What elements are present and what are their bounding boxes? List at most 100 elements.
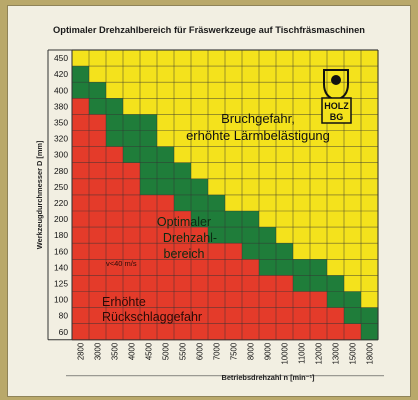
zone-cell: [361, 66, 379, 83]
zone-cell: [208, 162, 226, 180]
zone-cell: [174, 275, 192, 292]
zone-cell: [361, 82, 379, 99]
zone-cell: [208, 307, 226, 324]
x-tick-label: 6000: [196, 342, 205, 360]
zone-cell: [72, 227, 90, 244]
zone-cell: [344, 130, 362, 147]
zone-cell: [310, 211, 328, 228]
zone-cell: [123, 146, 141, 163]
zone-cell: [293, 98, 311, 115]
zone-cell: [242, 66, 260, 83]
zone-cell: [89, 323, 107, 341]
zone-cell: [174, 146, 192, 163]
zone-cell: [293, 146, 311, 163]
zone-cell: [225, 227, 243, 244]
zone-cell: [276, 194, 294, 212]
zone-cell: [106, 323, 124, 341]
zone-cell: [72, 114, 90, 131]
zone-cell: [361, 130, 379, 147]
zone-cell: [208, 243, 226, 260]
zone-cell: [344, 275, 362, 292]
zone-cell: [225, 275, 243, 292]
zone-cell: [225, 307, 243, 324]
x-tick-label: 8000: [247, 342, 256, 360]
zone-cell: [242, 98, 260, 115]
zone-cell: [174, 243, 192, 260]
zone-cell: [106, 162, 124, 180]
zone-cell: [191, 98, 209, 115]
zone-cell: [293, 259, 311, 276]
zone-cell: [259, 275, 277, 292]
x-tick-label: 3000: [94, 342, 103, 360]
zone-cell: [106, 291, 124, 308]
zone-cell: [310, 275, 328, 292]
zone-cell: [310, 291, 328, 308]
zone-label-danger: Bruchgefahr, erhöhte Lärmbelästigung: [186, 111, 330, 143]
logo-emblem-icon: [331, 75, 341, 85]
zone-cell: [293, 178, 311, 196]
zone-cell: [72, 323, 90, 341]
zone-cell: [191, 82, 209, 99]
zone-cell: [344, 259, 362, 276]
logo-box: [321, 97, 352, 124]
zone-cell: [327, 227, 345, 244]
x-tick-label: 11000: [298, 342, 307, 364]
zone-cell: [123, 98, 141, 115]
zone-cell: [344, 323, 362, 341]
zone-cell: [208, 323, 226, 341]
zone-cell: [259, 211, 277, 228]
zone-cell: [327, 82, 345, 99]
zone-cell: [174, 50, 192, 67]
zone-cell: [140, 98, 158, 115]
zone-cell: [72, 307, 90, 324]
zone-cell: [327, 50, 345, 67]
zone-cell: [106, 275, 124, 292]
zone-cell: [123, 162, 141, 180]
zone-cell: [89, 66, 107, 83]
zone-cell: [225, 146, 243, 163]
zone-cell: [174, 178, 192, 196]
zone-cell: [106, 114, 124, 131]
zone-cell: [259, 82, 277, 99]
zone-cell: [123, 66, 141, 83]
y-tick-label: 60: [59, 327, 69, 337]
zone-cell: [174, 114, 192, 131]
zone-cell: [174, 66, 192, 83]
zone-cell: [361, 98, 379, 115]
y-axis-label: Werkzeugdurchmesser D [mm]: [35, 140, 44, 249]
zone-cell: [157, 82, 175, 99]
zone-cell: [225, 82, 243, 99]
zone-cell: [191, 291, 209, 308]
zone-cell: [327, 259, 345, 276]
zone-cell: [293, 50, 311, 67]
zone-cell: [140, 146, 158, 163]
zone-cell: [89, 275, 107, 292]
zone-cell: [208, 211, 226, 228]
zone-cell: [276, 162, 294, 180]
zone-cell: [106, 146, 124, 163]
holz-bg-logo: HOLZ BG: [321, 69, 352, 124]
zone-cell: [259, 98, 277, 115]
zone-cell: [276, 50, 294, 67]
zone-cell: [361, 243, 379, 260]
zone-cell: [208, 114, 226, 131]
zone-cell: [242, 243, 260, 260]
zone-cell: [293, 291, 311, 308]
zone-cell: [89, 291, 107, 308]
zone-cell: [327, 194, 345, 212]
zone-cell: [72, 98, 90, 115]
zone-cell: [123, 323, 141, 341]
y-tick-label: 350: [54, 117, 68, 127]
zone-cell: [242, 178, 260, 196]
y-tick-label: 100: [54, 295, 68, 305]
x-tick-label: 2800: [77, 342, 86, 360]
zone-label-kickback: Erhöhte Rückschlaggefahr: [102, 295, 202, 324]
zone-cell: [293, 323, 311, 341]
zone-cell: [72, 178, 90, 196]
y-tick-label: 160: [54, 246, 68, 256]
zone-cell: [140, 307, 158, 324]
zone-cell: [191, 50, 209, 67]
zone-cell: [293, 243, 311, 260]
zone-cell: [123, 275, 141, 292]
y-tick-labels: 450 420 400 380 350 320 300 280 250 220 200 180 160 1…: [54, 53, 68, 337]
